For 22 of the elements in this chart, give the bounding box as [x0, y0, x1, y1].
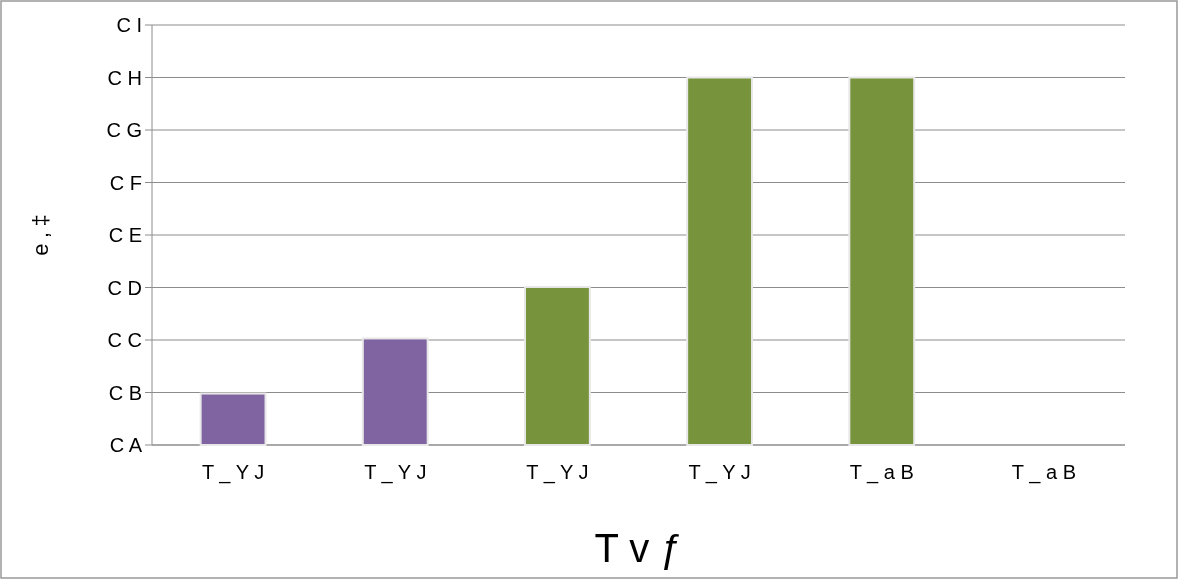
bar [361, 337, 429, 446]
x-axis-title: T v ƒ [594, 526, 683, 570]
text: C H [107, 66, 142, 89]
bar [523, 285, 591, 446]
text: C G [106, 119, 142, 141]
text: C I [116, 14, 142, 36]
text: C F [109, 171, 142, 194]
y-axis-title: e ‚ ‡ [28, 214, 53, 256]
bar [848, 76, 916, 446]
x-tick-label: T _ Y J [364, 461, 427, 485]
x-tick-label: T _ a B [849, 461, 914, 485]
text: C C [107, 329, 142, 351]
text: C E [108, 224, 142, 246]
bar [686, 76, 754, 446]
x-tick-label: T _ Y J [201, 461, 265, 485]
x-tick-label: T _ Y J [526, 461, 589, 485]
x-tick-label: T _ a B [1011, 461, 1076, 485]
bar [199, 392, 267, 446]
text: C D [107, 276, 142, 299]
text: C A [109, 434, 143, 456]
x-tick-label: T _ Y J [688, 461, 751, 485]
text: C B [108, 381, 142, 404]
